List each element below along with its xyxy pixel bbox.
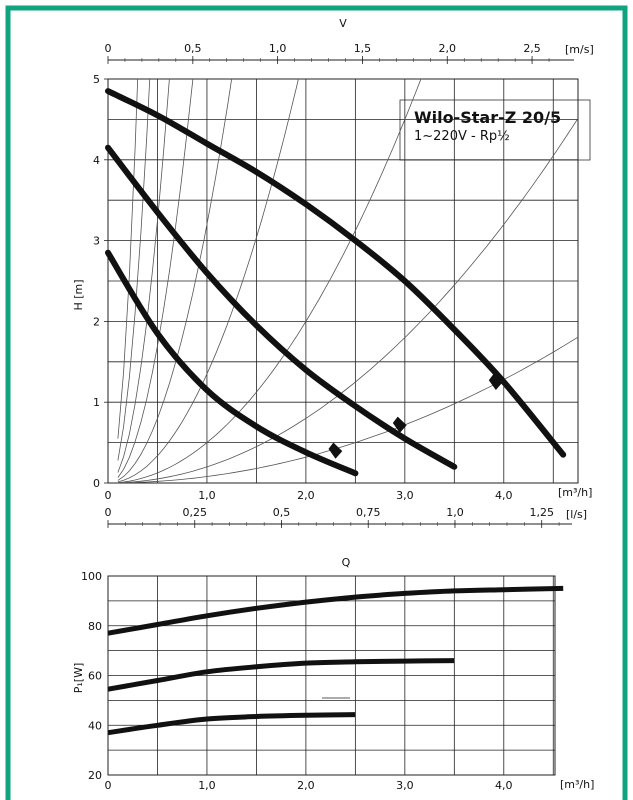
ls-axis-unit: [l/s] bbox=[566, 508, 587, 521]
p1-tick-label: 100 bbox=[81, 570, 102, 583]
system-curve bbox=[117, 79, 194, 478]
ls-tick-label: 0,75 bbox=[356, 506, 381, 519]
system-curve bbox=[117, 79, 422, 483]
p1-tick-label: 60 bbox=[88, 670, 102, 683]
system-curve bbox=[117, 79, 139, 439]
head-curve-mid bbox=[105, 144, 458, 470]
q-tick-label: 4,0 bbox=[495, 489, 513, 502]
q-tick-label: 1,0 bbox=[198, 489, 216, 502]
chart-subtitle: 1~220V - Rp½ bbox=[414, 129, 510, 144]
q-tick-label: 2,0 bbox=[297, 779, 315, 792]
p1-tick-label: 40 bbox=[88, 719, 102, 732]
lower-chart-title: Q bbox=[342, 556, 351, 569]
q-tick-label: 3,0 bbox=[396, 779, 414, 792]
power-curve-mid bbox=[107, 658, 455, 692]
q-tick-label: 0 bbox=[105, 779, 112, 792]
ls-tick-label: 0 bbox=[105, 506, 112, 519]
top-axis-unit: [m/s] bbox=[565, 43, 594, 56]
v-tick-label: 2,5 bbox=[523, 42, 541, 55]
setting-marker bbox=[392, 416, 407, 433]
v-tick-label: 0 bbox=[105, 42, 112, 55]
head-curve-min bbox=[105, 249, 359, 477]
q-tick-label: 2,0 bbox=[297, 489, 315, 502]
system-curve bbox=[117, 336, 578, 483]
q-axis-unit-upper: [m³/h] bbox=[558, 486, 592, 499]
system-curve bbox=[117, 118, 578, 483]
h-tick-label: 5 bbox=[93, 73, 100, 86]
ls-tick-label: 1,0 bbox=[446, 506, 464, 519]
system-curve bbox=[117, 79, 151, 461]
ls-tick-label: 1,25 bbox=[529, 506, 554, 519]
plot-border bbox=[107, 575, 556, 776]
plot-border bbox=[107, 78, 579, 484]
head-chart: 0 1 2 3 4 5 0 1,0 2,0 3,0 4,0 0 0,5 1,0 1,5 2,0 2,5 0 0,25… bbox=[93, 42, 579, 528]
setting-marker bbox=[488, 373, 503, 391]
h-tick-label: 1 bbox=[93, 396, 100, 409]
ls-tick-label: 0,5 bbox=[273, 506, 291, 519]
q-tick-label: 1,0 bbox=[198, 779, 216, 792]
v-tick-label: 2,0 bbox=[439, 42, 457, 55]
frame-border bbox=[5, 5, 628, 800]
chart-title: Wilo-Star-Z 20/5 bbox=[414, 108, 561, 127]
setting-marker bbox=[328, 442, 343, 459]
v-tick-label: 1,0 bbox=[269, 42, 287, 55]
power-chart: 20 40 60 80 100 0 1,0 2,0 3,0 4,0 bbox=[81, 570, 564, 792]
v-tick-label: 1,5 bbox=[354, 42, 372, 55]
q-tick-label: 0 bbox=[105, 489, 112, 502]
power-curve-min bbox=[107, 712, 356, 736]
p1-tick-label: 20 bbox=[88, 769, 102, 782]
system-curves bbox=[117, 79, 578, 483]
h-tick-label: 4 bbox=[93, 154, 100, 167]
p1-tick-label: 80 bbox=[88, 620, 102, 633]
h-tick-label: 2 bbox=[93, 315, 100, 328]
system-curve bbox=[117, 79, 233, 481]
q-tick-label: 3,0 bbox=[396, 489, 414, 502]
h-tick-label: 3 bbox=[93, 235, 100, 248]
p1-axis-label: P₁[W] bbox=[72, 663, 85, 694]
system-curve bbox=[117, 79, 299, 483]
q-axis-unit-lower: [m³/h] bbox=[560, 778, 594, 791]
v-tick-label: 0,5 bbox=[184, 42, 202, 55]
q-tick-label: 4,0 bbox=[495, 779, 513, 792]
top-axis-label: V bbox=[339, 17, 347, 30]
h-axis-label: H [m] bbox=[72, 279, 85, 310]
head-curve-max bbox=[105, 88, 567, 458]
power-curve-max bbox=[107, 585, 564, 636]
ls-tick-label: 0,25 bbox=[182, 506, 207, 519]
h-tick-label: 0 bbox=[93, 477, 100, 490]
